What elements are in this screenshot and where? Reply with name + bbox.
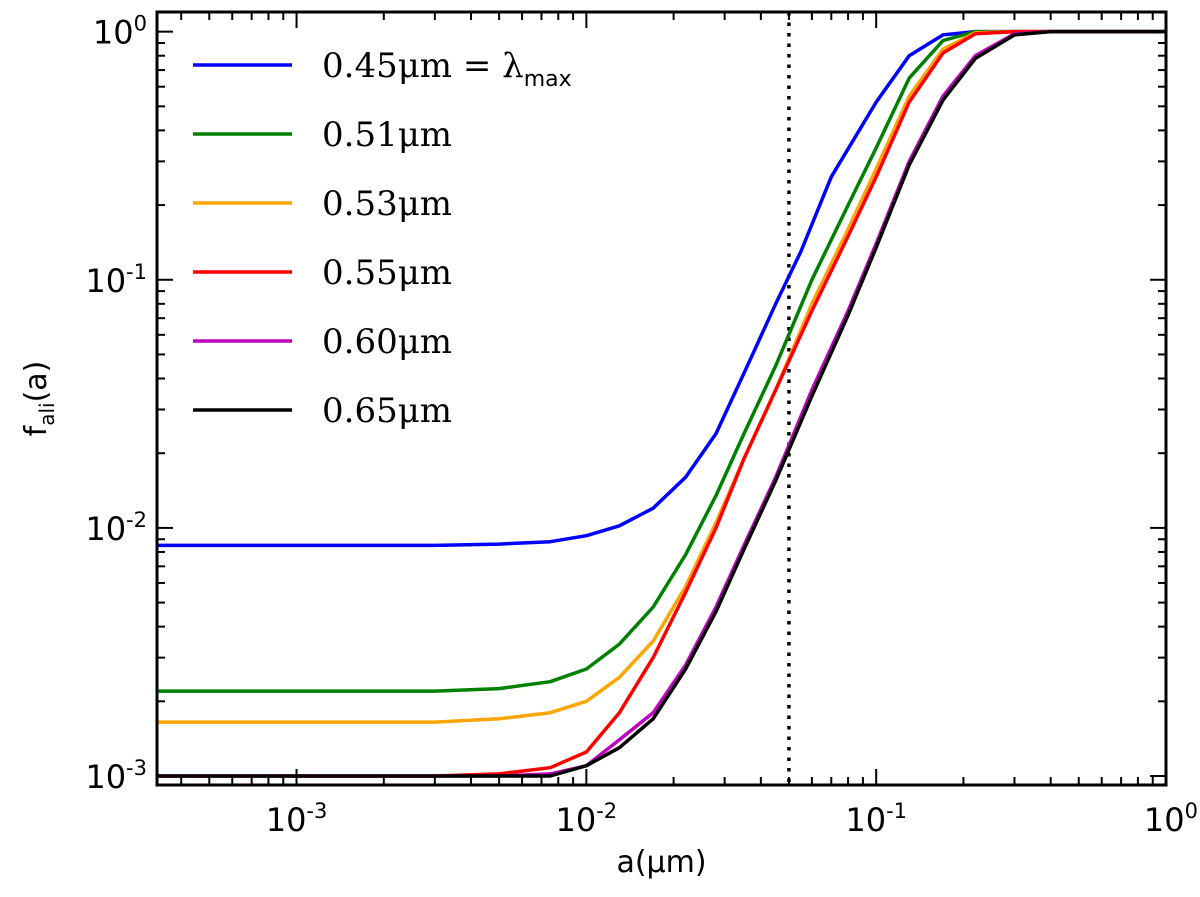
series-line-5: [157, 29, 1166, 778]
legend-label-1: 0.51μm: [322, 115, 452, 155]
series-line-1: [157, 29, 1166, 693]
legend-label-5: 0.65μm: [322, 391, 452, 431]
y-tick-label-1: 10-2: [85, 508, 147, 548]
x-tick-label-2: 10-1: [845, 799, 907, 839]
y-tick-label-0: 10-3: [85, 756, 147, 796]
series-line-3: [157, 29, 1166, 778]
plot-area: [157, 12, 1166, 785]
x-tick-label-3: 100: [1144, 799, 1198, 839]
y-tick-label-3: 100: [93, 12, 147, 52]
legend-label-0: 0.45μm = λmax: [322, 46, 572, 92]
plot-frame: [155, 10, 1168, 787]
x-tick-label-0: 10-3: [266, 799, 328, 839]
y-tick-label-2: 10-1: [85, 260, 147, 300]
legend-label-3: 0.55μm: [322, 253, 452, 293]
y-axis-label: fali(a): [19, 361, 59, 437]
legend-label-2: 0.53μm: [322, 184, 452, 224]
tick-labels: 10-3 10-2 10-1 100 10-3 10-2 10-1 100: [85, 12, 1198, 839]
x-axis-label: a(μm): [616, 845, 706, 880]
series-line-0: [157, 29, 1166, 548]
legend: 0.45μm = λmax 0.51μm 0.53μm 0.55μm 0.60μm 0.6…: [193, 46, 572, 431]
x-tick-label-1: 10-2: [556, 799, 618, 839]
legend-label-4: 0.60μm: [322, 322, 452, 362]
